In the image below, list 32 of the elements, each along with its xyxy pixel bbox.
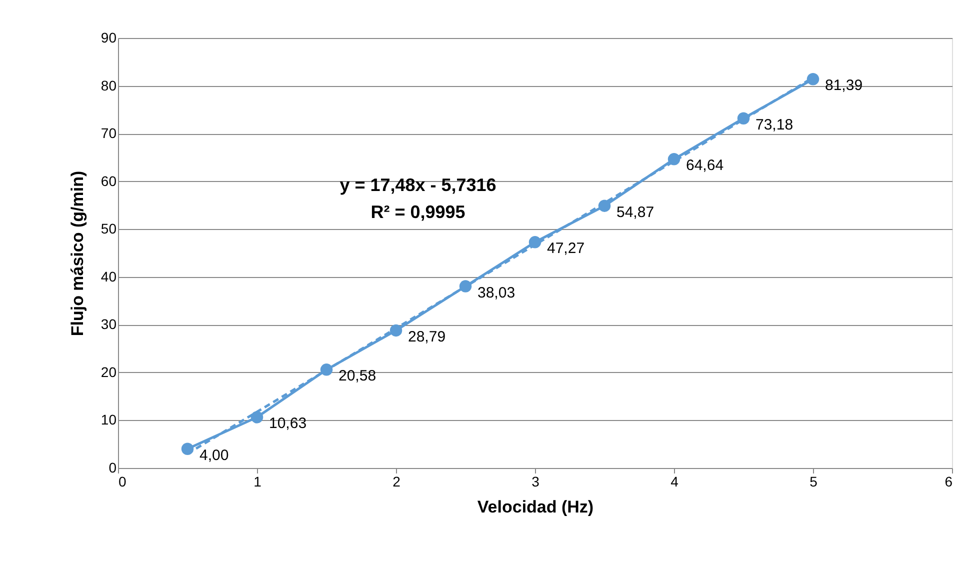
data-label: 10,63 <box>269 415 307 432</box>
y-tick-label: 20 <box>100 364 117 380</box>
y-axis-title: Flujo másico (g/min) <box>68 170 87 336</box>
point <box>250 411 264 424</box>
data-label: 38,03 <box>478 284 516 302</box>
annotation: y = 17,48x - 5,7316 <box>340 175 496 195</box>
x-tick-label: 1 <box>254 474 262 490</box>
y-tick-label: 90 <box>100 30 117 46</box>
y-tick-label: 30 <box>100 316 117 332</box>
y-tick-label: 50 <box>100 220 117 237</box>
y-tick-label: 60 <box>100 172 117 189</box>
point <box>806 73 820 86</box>
data-label: 20,58 <box>338 368 376 385</box>
data-label: 81,39 <box>825 77 863 94</box>
data-label: 4,00 <box>200 446 229 464</box>
y-tick-label: 10 <box>100 412 117 428</box>
y-tick-label: 0 <box>108 460 117 476</box>
annotation: R² = 0,9995 <box>370 202 466 222</box>
x-tick-label: 3 <box>532 474 540 490</box>
x-tick-label: 5 <box>810 474 818 490</box>
y-tick-label: 40 <box>100 268 117 284</box>
x-axis-title: Velocidad (Hz) <box>477 498 594 516</box>
data-label: 47,27 <box>547 240 585 258</box>
x-tick-label: 6 <box>944 474 953 490</box>
data-label: 54,87 <box>616 204 654 221</box>
y-tick-label: 80 <box>100 77 117 94</box>
data-label: 73,18 <box>756 116 794 134</box>
y-tick-label: 70 <box>100 125 117 142</box>
x-tick-label: 2 <box>392 474 401 490</box>
data-label: 64,64 <box>686 157 724 174</box>
data-label: 28,79 <box>408 328 446 346</box>
x-tick-label: 4 <box>670 474 679 490</box>
